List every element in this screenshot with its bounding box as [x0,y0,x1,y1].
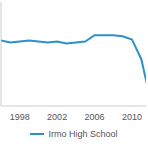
svg-text:2010: 2010 [122,112,140,122]
svg-text:2002: 2002 [47,112,67,122]
svg-text:2006: 2006 [85,112,105,122]
html-text:Irmo High School: Irmo High School [48,129,118,139]
svg-text:1998: 1998 [10,112,30,122]
